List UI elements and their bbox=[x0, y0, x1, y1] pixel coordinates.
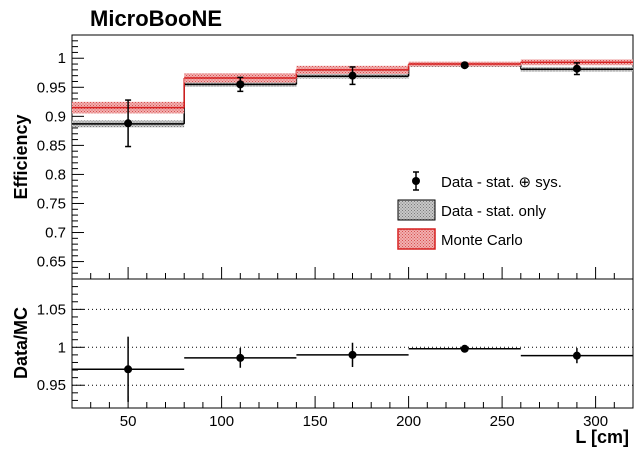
legend-label-data-stat: Data - stat. only bbox=[441, 203, 547, 220]
y-tick-label: 1 bbox=[58, 339, 66, 356]
top-axis-ticks: 0.65 0.7 0.75 0.8 0.85 0.9 0.95 1 bbox=[37, 40, 615, 279]
legend-label-mc: Monte Carlo bbox=[441, 232, 523, 249]
y-tick-label: 1 bbox=[58, 50, 66, 67]
ratio-point bbox=[236, 353, 245, 362]
ratio-point bbox=[348, 350, 357, 359]
y-axis-label-efficiency: Efficiency bbox=[11, 114, 31, 199]
legend-marker-data bbox=[412, 177, 420, 185]
data-point bbox=[572, 64, 581, 73]
x-axis-label: L [cm] bbox=[575, 427, 629, 447]
x-tick-label: 100 bbox=[209, 413, 234, 430]
legend-entry-mc: Monte Carlo bbox=[397, 228, 523, 250]
y-tick-label: 0.65 bbox=[37, 254, 66, 271]
efficiency-panel: 0.65 0.7 0.75 0.8 0.85 0.9 0.95 1 Efficiency Da… bbox=[11, 34, 634, 280]
legend-entry-data-stat: Data - stat. only bbox=[397, 199, 547, 221]
top-data-points bbox=[124, 61, 581, 148]
y-axis-label-ratio: Data/MC bbox=[11, 307, 31, 379]
data-point bbox=[348, 71, 357, 80]
data-point bbox=[236, 80, 245, 89]
legend-swatch-stat bbox=[397, 199, 436, 221]
x-tick-label: 50 bbox=[120, 413, 137, 430]
ratio-point bbox=[572, 351, 581, 360]
x-tick-label: 300 bbox=[583, 413, 608, 430]
data-point bbox=[124, 119, 133, 128]
data-point bbox=[460, 61, 469, 70]
bottom-axis-ticks: 0.95 1 1.05 50 100 150 200 250 300 bbox=[37, 286, 615, 430]
legend: Data - stat. ⊕ sys. Data - stat. only Mo… bbox=[397, 171, 562, 250]
x-tick-label: 150 bbox=[303, 413, 328, 430]
legend-entry-data-syst: Data - stat. ⊕ sys. bbox=[412, 171, 562, 191]
y-tick-label: 0.7 bbox=[45, 225, 66, 242]
ratio-point bbox=[124, 365, 133, 374]
y-tick-label: 0.8 bbox=[45, 166, 66, 183]
y-tick-label: 0.75 bbox=[37, 195, 66, 212]
y-tick-label: 0.95 bbox=[37, 377, 66, 394]
legend-swatch-mc bbox=[397, 228, 436, 250]
y-tick-label: 1.05 bbox=[37, 301, 66, 318]
legend-label-data-syst: Data - stat. ⊕ sys. bbox=[441, 174, 562, 191]
x-tick-label: 200 bbox=[396, 413, 421, 430]
experiment-title: MicroBooNE bbox=[90, 6, 222, 31]
ratio-data-points bbox=[72, 336, 633, 402]
ratio-point bbox=[460, 344, 469, 353]
y-tick-label: 0.9 bbox=[45, 108, 66, 125]
x-tick-label: 250 bbox=[490, 413, 515, 430]
ratio-panel: 0.95 1 1.05 50 100 150 200 250 300 Data/MC L [cm… bbox=[11, 278, 634, 447]
y-tick-label: 0.85 bbox=[37, 137, 66, 154]
y-tick-label: 0.95 bbox=[37, 79, 66, 96]
